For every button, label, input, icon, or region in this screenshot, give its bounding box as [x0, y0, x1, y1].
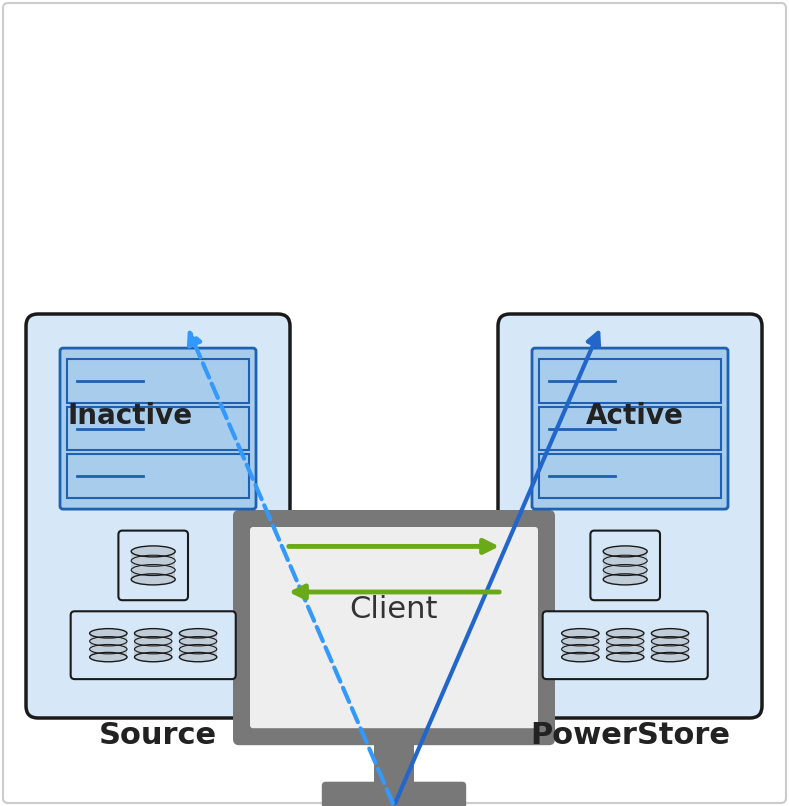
Bar — [179, 634, 217, 657]
FancyBboxPatch shape — [60, 348, 256, 509]
Ellipse shape — [131, 574, 175, 585]
FancyBboxPatch shape — [532, 348, 728, 509]
Bar — [67, 407, 249, 451]
Bar — [607, 634, 644, 657]
Ellipse shape — [562, 652, 599, 662]
Ellipse shape — [607, 629, 644, 638]
Ellipse shape — [90, 652, 127, 662]
Text: Client: Client — [350, 596, 438, 624]
Ellipse shape — [607, 652, 644, 662]
Bar — [131, 551, 175, 580]
Ellipse shape — [604, 574, 647, 585]
Bar — [67, 455, 249, 498]
FancyBboxPatch shape — [118, 530, 188, 600]
Ellipse shape — [652, 629, 689, 638]
Bar — [539, 455, 721, 498]
Bar — [90, 634, 127, 657]
Ellipse shape — [134, 629, 172, 638]
FancyBboxPatch shape — [498, 314, 762, 718]
Ellipse shape — [562, 629, 599, 638]
Bar — [539, 359, 721, 403]
Bar — [134, 634, 172, 657]
Ellipse shape — [179, 629, 217, 638]
Bar — [67, 359, 249, 403]
FancyBboxPatch shape — [250, 527, 538, 728]
Ellipse shape — [90, 629, 127, 638]
Bar — [374, 739, 414, 786]
Text: Inactive: Inactive — [67, 402, 193, 430]
Bar — [539, 407, 721, 451]
Text: Active: Active — [586, 402, 684, 430]
FancyBboxPatch shape — [71, 611, 236, 679]
Text: Source: Source — [99, 721, 217, 750]
Bar — [562, 634, 599, 657]
Ellipse shape — [604, 546, 647, 557]
FancyBboxPatch shape — [543, 611, 708, 679]
Bar — [604, 551, 647, 580]
FancyBboxPatch shape — [590, 530, 660, 600]
Text: PowerStore: PowerStore — [530, 721, 730, 750]
Bar — [652, 634, 689, 657]
FancyBboxPatch shape — [26, 314, 290, 718]
Ellipse shape — [179, 652, 217, 662]
Ellipse shape — [134, 652, 172, 662]
Ellipse shape — [131, 546, 175, 557]
FancyBboxPatch shape — [322, 782, 466, 806]
Ellipse shape — [652, 652, 689, 662]
FancyBboxPatch shape — [233, 510, 555, 746]
